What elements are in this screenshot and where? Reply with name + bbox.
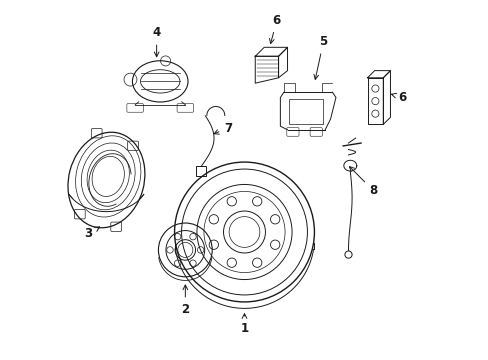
Text: 7: 7 xyxy=(214,122,232,135)
Text: 2: 2 xyxy=(181,285,189,316)
Text: 4: 4 xyxy=(152,27,161,57)
Text: 6: 6 xyxy=(269,14,280,44)
Text: 6: 6 xyxy=(391,91,406,104)
Bar xyxy=(289,99,323,125)
Text: 5: 5 xyxy=(313,35,327,80)
Text: 8: 8 xyxy=(349,167,377,197)
Bar xyxy=(196,166,206,176)
Text: 1: 1 xyxy=(240,314,248,334)
Text: 3: 3 xyxy=(84,227,100,240)
